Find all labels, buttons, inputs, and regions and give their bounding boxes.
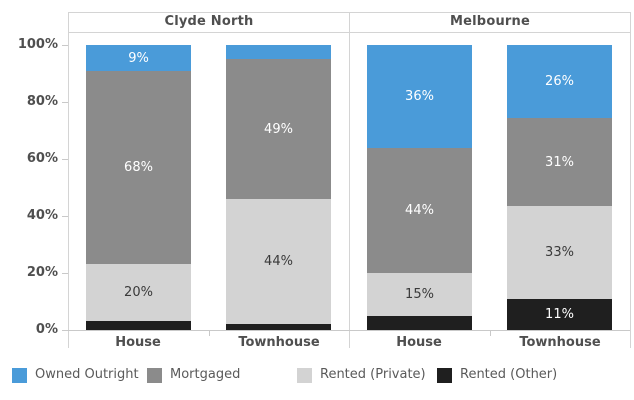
bar-segment <box>226 45 331 59</box>
bar-segment <box>367 316 472 330</box>
bar-segment: 20% <box>86 264 191 321</box>
legend-label: Owned Outright <box>35 367 139 382</box>
bar-segment-label: 20% <box>124 285 153 300</box>
y-tick-mark <box>62 159 68 160</box>
bar-segment: 11% <box>507 299 612 330</box>
bar-segment-label: 44% <box>405 203 434 218</box>
bar-segment: 49% <box>226 59 331 199</box>
x-category-label: House <box>396 335 442 350</box>
x-axis-notch <box>490 330 491 336</box>
legend-item: Mortgaged <box>147 367 240 383</box>
bar-segment: 44% <box>367 148 472 273</box>
legend-swatch <box>12 367 27 383</box>
panel-title-clyde-north: Clyde North <box>164 14 254 29</box>
bar-segment: 31% <box>507 118 612 206</box>
bar-segment: 68% <box>86 71 191 264</box>
plot-right-border <box>630 12 631 348</box>
panel-divider <box>349 12 350 348</box>
x-category-label: Townhouse <box>519 335 601 350</box>
bar-segment-label: 26% <box>545 74 574 89</box>
legend-item: Owned Outright <box>12 367 139 383</box>
bar-segment-label: 44% <box>264 254 293 269</box>
legend-swatch <box>297 367 312 383</box>
legend-label: Rented (Private) <box>320 367 426 382</box>
legend-item: Rented (Other) <box>437 367 557 383</box>
y-tick-label: 80% <box>26 94 58 109</box>
legend-swatch <box>147 367 162 383</box>
bar-segment: 36% <box>367 45 472 148</box>
y-tick-mark <box>62 330 68 331</box>
bar-segment: 33% <box>507 206 612 299</box>
bar-segment-label: 68% <box>124 160 153 175</box>
x-axis-line <box>62 330 630 331</box>
bar-segment: 26% <box>507 45 612 118</box>
panel-title-melbourne: Melbourne <box>450 14 530 29</box>
bar-segment-label: 31% <box>545 154 574 170</box>
legend-swatch <box>437 367 452 383</box>
y-tick-mark <box>62 216 68 217</box>
x-category-label: House <box>115 335 161 350</box>
bar-segment: 15% <box>367 273 472 316</box>
y-tick-label: 100% <box>17 37 58 52</box>
y-tick-mark <box>62 102 68 103</box>
bar-segment <box>86 321 191 330</box>
bar-segment: 44% <box>226 199 331 324</box>
legend-label: Mortgaged <box>170 367 241 382</box>
plot-left-border <box>68 12 69 348</box>
y-tick-mark <box>62 45 68 46</box>
x-axis-notch <box>209 330 210 336</box>
y-tick-label: 60% <box>26 151 58 166</box>
bar-segment-label: 33% <box>545 245 574 260</box>
y-tick-label: 20% <box>26 265 58 280</box>
x-category-label: Townhouse <box>238 335 320 350</box>
bar-segment-label: 9% <box>128 50 149 66</box>
bar-segment-label: 15% <box>405 287 434 302</box>
bar-segment <box>226 324 331 330</box>
bar-segment-label: 36% <box>405 89 434 104</box>
legend-item: Rented (Private) <box>297 367 426 383</box>
bar-segment: 9% <box>86 45 191 71</box>
bar-segment-label: 49% <box>264 121 293 137</box>
legend-label: Rented (Other) <box>460 367 558 382</box>
y-tick-mark <box>62 273 68 274</box>
y-tick-label: 40% <box>26 208 58 223</box>
y-tick-label: 0% <box>35 322 58 337</box>
bar-segment-label: 11% <box>545 307 574 322</box>
